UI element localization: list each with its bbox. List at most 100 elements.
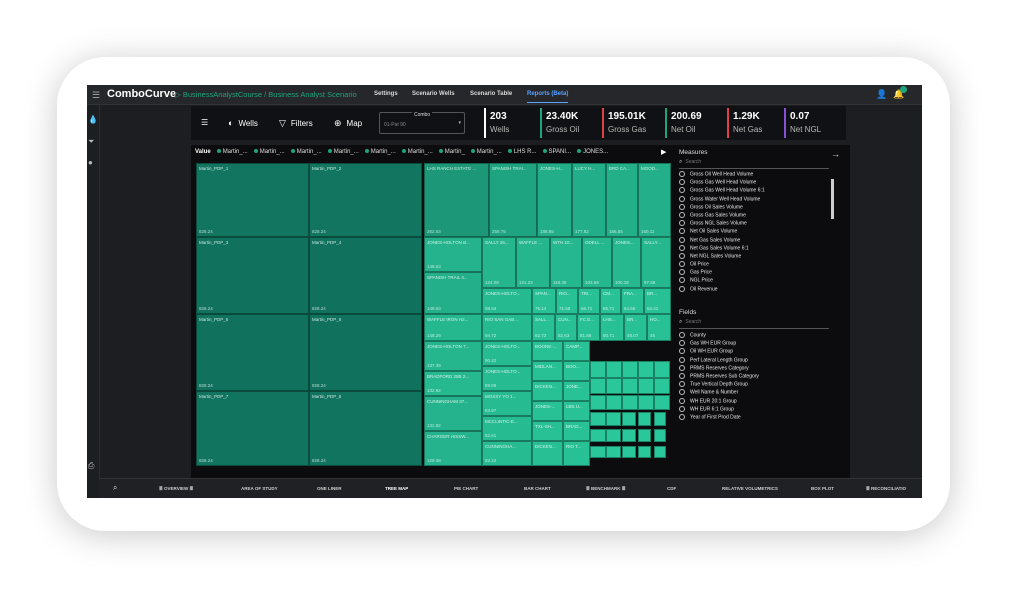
- filters-button[interactable]: ▽ Filters: [279, 118, 313, 129]
- legend-item[interactable]: LHS R...: [507, 149, 537, 155]
- measures-search[interactable]: ⌕ Search: [679, 159, 829, 169]
- treemap-cell[interactable]: SALLY 26... 124.08: [482, 237, 516, 288]
- treemap-cell[interactable]: ODELL ... 103.59: [582, 237, 612, 288]
- fields-item[interactable]: PRMS Reserves Sub Category: [679, 372, 827, 381]
- treemap-cell[interactable]: RIO SAN GAB... 94.72: [482, 314, 532, 341]
- treemap-cell[interactable]: Martin_PDP_5 828.24: [196, 314, 309, 391]
- treemap-small-cell[interactable]: [606, 412, 621, 426]
- report-tab[interactable]: ≣ OVERVIEW ≣: [159, 486, 194, 491]
- treemap-small-cell[interactable]: [622, 429, 636, 442]
- legend-item[interactable]: Martin_...: [364, 149, 396, 155]
- treemap-small-cell[interactable]: [638, 446, 651, 458]
- treemap-cell[interactable]: MOOD... 160.11: [638, 163, 671, 237]
- radio-icon[interactable]: [679, 220, 685, 227]
- drop-icon[interactable]: 💧: [88, 115, 98, 124]
- measures-item[interactable]: Gross Water Well Head Volume: [679, 195, 827, 204]
- radio-icon[interactable]: [679, 277, 685, 284]
- treemap-cell[interactable]: LUCY H... 177.82: [572, 163, 606, 237]
- measures-item[interactable]: Gross Gas Well Head Volume 6:1: [679, 187, 827, 195]
- treemap-small-cell[interactable]: [606, 361, 622, 378]
- radio-icon[interactable]: [679, 244, 685, 251]
- treemap-small-cell[interactable]: [606, 378, 622, 394]
- fields-item[interactable]: PRMS Reserves Category: [679, 364, 827, 373]
- treemap-cell[interactable]: JONES-...: [532, 401, 563, 421]
- treemap-cell[interactable]: Martin_PDP_8 828.24: [309, 391, 422, 466]
- report-tab[interactable]: PIE CHART: [454, 486, 479, 491]
- treemap-cell[interactable]: FC E... 81.88: [577, 314, 600, 341]
- measures-item[interactable]: Gross NGL Sales Volume: [679, 220, 827, 228]
- treemap-cell[interactable]: JONES-HOLTON B... 148.63: [424, 237, 482, 272]
- radio-icon[interactable]: [679, 228, 685, 235]
- print-icon[interactable]: ⎙: [88, 461, 95, 470]
- treemap-cell[interactable]: DICKEN...: [532, 381, 563, 401]
- radio-icon[interactable]: [679, 285, 685, 292]
- report-tab[interactable]: RELATIVE VOLUMETRICS: [722, 486, 778, 491]
- treemap-cell[interactable]: RIO... 71.58: [556, 288, 578, 314]
- treemap-small-cell[interactable]: [654, 446, 666, 458]
- treemap-cell[interactable]: JONES-H... 188.85: [537, 163, 572, 237]
- treemap-cell[interactable]: JONES-HOLTO... 89.89: [482, 366, 532, 391]
- treemap-cell[interactable]: JONES... 100.18: [612, 237, 641, 288]
- treemap-cell[interactable]: MIDLAN...: [532, 361, 563, 381]
- treemap-cell[interactable]: BRAD...: [563, 421, 590, 441]
- treemap-cell[interactable]: JONES-HOLTO... 98.54: [482, 288, 532, 314]
- treemap-cell[interactable]: SALL... 82.73: [532, 314, 555, 341]
- treemap-small-cell[interactable]: [654, 361, 670, 378]
- treemap-cell[interactable]: LHS... 80.71: [600, 314, 624, 341]
- legend-item[interactable]: SPANI...: [542, 149, 571, 155]
- treemap-cell[interactable]: SPAN... 76.14: [532, 288, 556, 314]
- radio-icon[interactable]: [679, 364, 685, 371]
- treemap-small-cell[interactable]: [638, 395, 654, 410]
- treemap-cell[interactable]: LHS RANCH ESTATE ... 262.53: [424, 163, 489, 237]
- radio-icon[interactable]: [679, 340, 685, 347]
- report-tab[interactable]: AREA OF STUDY: [241, 486, 278, 491]
- breadcrumb[interactable]: ▷ BusinessAnalystCourse / Business Analy…: [175, 90, 357, 99]
- radio-icon[interactable]: [679, 405, 685, 412]
- treemap-small-cell[interactable]: [590, 395, 606, 410]
- treemap-cell[interactable]: SPANISH TRAIL 4... 148.63: [424, 272, 482, 314]
- measures-item[interactable]: Oil Price: [679, 261, 827, 269]
- legend-item[interactable]: Martin_...: [253, 149, 285, 155]
- treemap-cell[interactable]: Martin_PDP_4 828.24: [309, 237, 422, 314]
- report-tab[interactable]: ONE LINER: [317, 486, 342, 491]
- measures-item[interactable]: Net Gas Sales Volume 6:1: [679, 244, 827, 253]
- treemap-small-cell[interactable]: [654, 395, 670, 410]
- treemap-cell[interactable]: BOONE-...: [532, 341, 563, 361]
- treemap-small-cell[interactable]: [622, 395, 638, 410]
- treemap-cell[interactable]: BR... 48.07: [624, 314, 647, 341]
- measures-item[interactable]: Gross Oil Well Head Volume: [679, 171, 827, 179]
- measures-item[interactable]: Net NGL Sales Volume: [679, 252, 827, 261]
- radio-icon[interactable]: [679, 269, 685, 276]
- map-button[interactable]: ⊕ Map: [334, 118, 362, 129]
- measures-item[interactable]: Net Oil Sales Volume: [679, 228, 827, 236]
- legend-item[interactable]: JONES...: [577, 149, 608, 155]
- radio-icon[interactable]: [679, 195, 685, 202]
- treemap-cell[interactable]: WAFFLE ... 121.23: [516, 237, 550, 288]
- treemap-cell[interactable]: MOSSY YO 1... 83.97: [482, 391, 532, 416]
- radio-icon[interactable]: [679, 332, 685, 338]
- measures-scrollbar[interactable]: [831, 179, 834, 219]
- treemap-cell[interactable]: Martin_PDP_1 828.24: [196, 163, 309, 237]
- arrow-right-icon[interactable]: →: [831, 149, 840, 159]
- treemap-cell[interactable]: LBS U...: [563, 401, 590, 421]
- treemap-cell[interactable]: HO... 45: [647, 314, 671, 341]
- list-icon[interactable]: ☰: [201, 118, 209, 127]
- report-tab[interactable]: BOX PLOT: [811, 486, 835, 491]
- radio-icon[interactable]: [679, 187, 685, 194]
- treemap-small-cell[interactable]: [590, 446, 606, 458]
- treemap-cell[interactable]: DICKEN...: [532, 441, 563, 466]
- treemap-cell[interactable]: Martin_PDP_6 828.24: [309, 314, 422, 391]
- treemap-cell[interactable]: JONES-HOLTO... 90.42: [482, 341, 532, 366]
- fields-item[interactable]: Well Name & Number: [679, 389, 827, 397]
- legend-item[interactable]: Martin_...: [290, 149, 322, 155]
- treemap-small-cell[interactable]: [638, 378, 654, 394]
- treemap-cell[interactable]: CAMP...: [563, 341, 590, 361]
- treemap-cell[interactable]: CUN... 82.63: [555, 314, 577, 341]
- treemap-cell[interactable]: TRI... 66.71: [578, 288, 600, 314]
- radio-icon[interactable]: [679, 381, 685, 388]
- legend-next-icon[interactable]: ▶: [661, 149, 667, 156]
- treemap-cell[interactable]: SALLY... 97.58: [641, 237, 671, 288]
- search-icon[interactable]: ⌕: [113, 483, 118, 492]
- radio-icon[interactable]: [679, 356, 685, 363]
- measures-item[interactable]: Oil Revenue: [679, 285, 827, 294]
